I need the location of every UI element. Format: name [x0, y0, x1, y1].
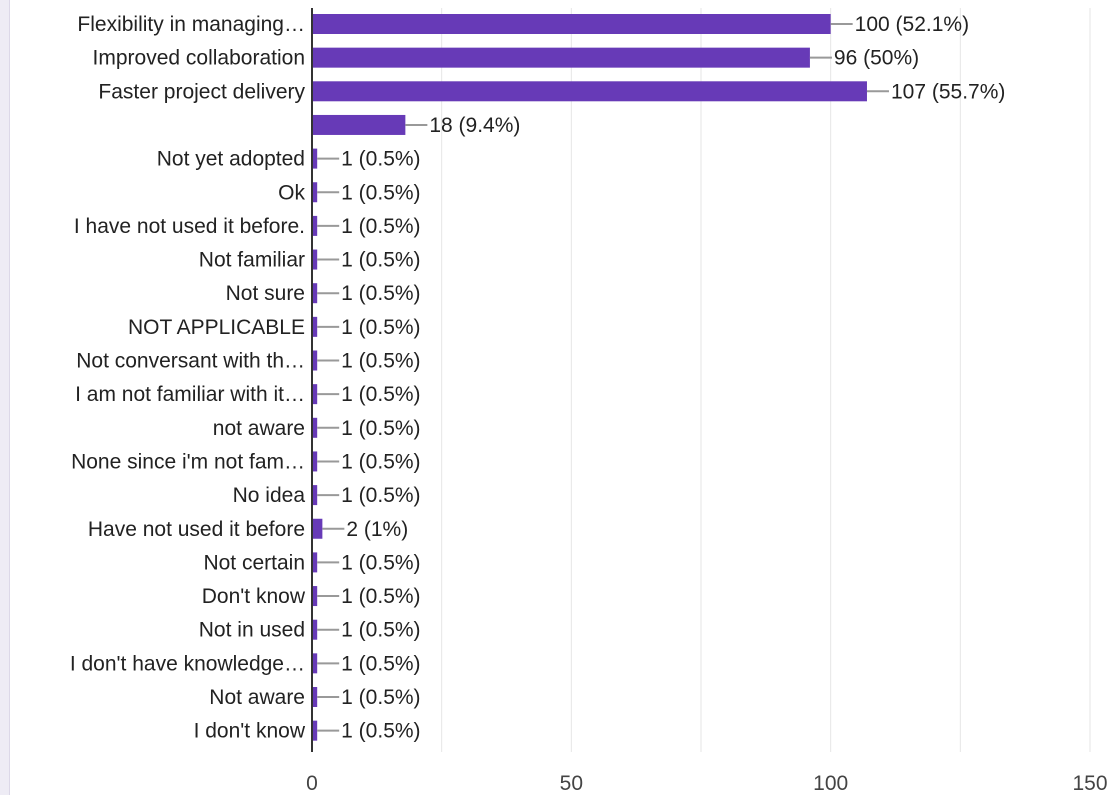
value-label: 1 (0.5%): [341, 383, 420, 406]
value-label: 1 (0.5%): [341, 686, 420, 709]
bar: [312, 451, 318, 472]
category-label: Flexibility in managing…: [77, 13, 305, 36]
bar: [312, 350, 318, 371]
category-label: None since i'm not fam…: [71, 450, 305, 473]
bar: [312, 14, 831, 34]
category-label: Not yet adopted: [157, 148, 305, 171]
grid-layer: [441, 8, 1091, 752]
value-label: 1 (0.5%): [341, 282, 420, 305]
bar: [312, 586, 318, 607]
bar: [312, 114, 406, 135]
value-label: 1 (0.5%): [341, 181, 420, 204]
bar: [312, 653, 318, 674]
bar-layer: [312, 14, 889, 741]
bar: [312, 316, 318, 337]
category-label: Not in used: [199, 619, 305, 642]
category-label: Not aware: [209, 686, 305, 709]
bar: [312, 485, 318, 506]
label-layer: 0 50 100 150 100 (52.1%) Flexibility in manag…: [70, 13, 1108, 795]
category-label: Don't know: [202, 585, 306, 608]
value-label: 1 (0.5%): [341, 720, 420, 743]
category-label: I don't have knowledge…: [70, 652, 305, 675]
value-label: 1 (0.5%): [341, 215, 420, 238]
category-label: Not familiar: [199, 249, 305, 272]
category-label: Ok: [278, 181, 305, 204]
bar: [312, 148, 318, 169]
x-tick-label: 0: [306, 772, 318, 795]
value-label: 96 (50%): [834, 47, 919, 70]
category-label: Improved collaboration: [93, 47, 305, 70]
value-label: 1 (0.5%): [341, 652, 420, 675]
category-label: Have not used it before: [88, 518, 305, 541]
bar: [312, 687, 318, 707]
category-label: Not conversant with th…: [76, 350, 305, 373]
value-label: 1 (0.5%): [341, 316, 420, 339]
value-label: 1 (0.5%): [341, 619, 420, 642]
value-label: 18 (9.4%): [429, 114, 520, 137]
bar: [312, 283, 318, 304]
bar: [312, 384, 318, 405]
bar: [312, 720, 318, 741]
value-label: 1 (0.5%): [341, 484, 420, 507]
category-label: Faster project delivery: [98, 80, 305, 103]
category-label: I don't know: [194, 720, 306, 743]
x-tick-label: 100: [813, 772, 848, 795]
value-label: 1 (0.5%): [341, 249, 420, 272]
bar: [312, 215, 318, 236]
bar: [312, 47, 810, 68]
category-label: not aware: [213, 417, 305, 440]
bar: [312, 552, 318, 573]
value-label: 1 (0.5%): [341, 350, 420, 373]
bar: [312, 417, 318, 438]
category-label: Not sure: [226, 282, 305, 305]
value-label: 100 (52.1%): [855, 13, 969, 36]
x-tick-label: 150: [1072, 772, 1107, 795]
bar: [312, 619, 318, 640]
bar: [312, 518, 323, 539]
value-label: 107 (55.7%): [891, 80, 1005, 103]
bar: [312, 182, 318, 203]
value-label: 2 (1%): [346, 518, 408, 541]
category-label: NOT APPLICABLE: [128, 316, 305, 339]
value-label: 1 (0.5%): [341, 417, 420, 440]
value-label: 1 (0.5%): [341, 551, 420, 574]
category-label: Not certain: [203, 551, 305, 574]
value-label: 1 (0.5%): [341, 585, 420, 608]
category-label: I have not used it before.: [74, 215, 305, 238]
x-tick-label: 50: [560, 772, 583, 795]
page-left-border: [0, 0, 10, 795]
value-label: 1 (0.5%): [341, 450, 420, 473]
bar: [312, 249, 318, 270]
category-label: I am not familiar with it…: [75, 383, 305, 406]
bar: [312, 81, 867, 102]
category-label: No idea: [233, 484, 306, 507]
value-label: 1 (0.5%): [341, 148, 420, 171]
